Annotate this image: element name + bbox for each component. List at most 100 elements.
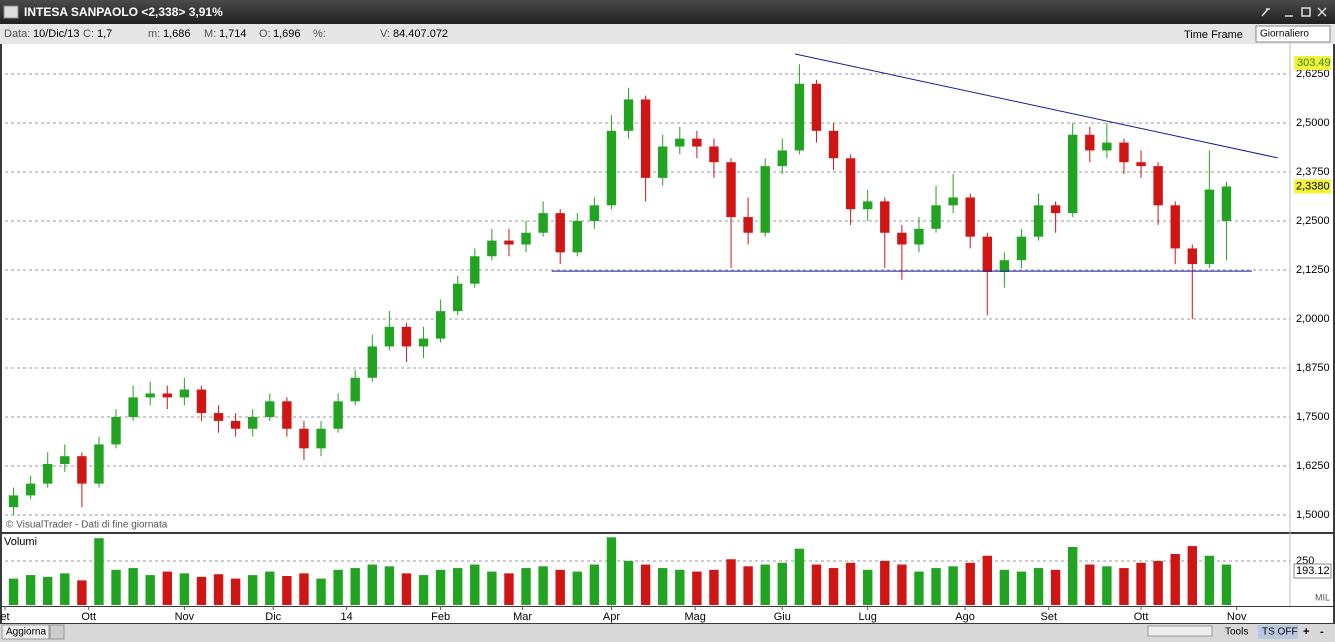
minus-button[interactable]: - <box>1320 626 1324 638</box>
volume-bar <box>521 568 531 605</box>
top-label: 303.49 <box>1297 57 1331 69</box>
y-tick-label: 2,1250 <box>1296 264 1330 276</box>
candle-body <box>897 232 907 245</box>
maximize-button[interactable] <box>1301 7 1311 17</box>
period-select[interactable] <box>1255 25 1331 43</box>
volume-bar <box>282 575 292 605</box>
info-label: C: <box>83 28 94 40</box>
candle-body <box>418 338 429 347</box>
info-label: %: <box>313 28 326 40</box>
x-tick-label: Ott <box>81 611 96 623</box>
volume-bar <box>931 568 941 605</box>
info-value: 1,686 <box>163 28 191 40</box>
tool-button[interactable] <box>1261 8 1270 17</box>
top-label-box <box>1294 56 1331 70</box>
volume-bar <box>8 578 19 605</box>
candle-body <box>333 401 343 429</box>
candle-body <box>1033 205 1044 237</box>
volume-bar <box>94 538 104 605</box>
window-title: INTESA SANPAOLO <2,338> 3,91% <box>24 5 223 19</box>
last-volume-label: 193.12 <box>1296 565 1330 577</box>
candle-body <box>504 240 514 245</box>
close-button[interactable] <box>1317 7 1327 17</box>
tools-label[interactable]: Tools <box>1225 627 1248 638</box>
volume-bar <box>760 564 770 605</box>
volume-bar <box>77 580 87 605</box>
volume-bar <box>230 578 241 605</box>
candle-body <box>470 256 480 284</box>
volume-bar <box>504 573 514 605</box>
candle-body <box>453 283 463 312</box>
candle-body <box>999 260 1010 272</box>
status-bar <box>0 624 1335 642</box>
volume-bar <box>316 578 326 605</box>
volume-bar <box>675 569 685 605</box>
x-tick-label: Dic <box>265 611 281 623</box>
candle-body <box>606 130 617 206</box>
refresh-label[interactable]: Aggiorna <box>6 627 46 638</box>
volume-bar <box>777 562 787 605</box>
period-value[interactable]: Giornaliero <box>1260 29 1309 40</box>
ts-button[interactable] <box>1258 625 1298 639</box>
candle-body <box>299 428 309 449</box>
candle-body <box>1102 142 1112 151</box>
x-axis-panel <box>2 607 1333 623</box>
candle-body <box>1221 186 1232 221</box>
candle-body <box>658 146 668 178</box>
candle-body <box>538 213 548 233</box>
volume-bar <box>1085 564 1095 605</box>
volume-bar <box>196 576 207 605</box>
volume-bar <box>213 574 224 605</box>
candle-body <box>1153 166 1163 206</box>
candle-body <box>60 456 70 465</box>
volume-bar <box>162 571 172 605</box>
info: Data: 10/Dic/13 C: 1,7 m: 1,686 M: 1,714… <box>4 25 1331 43</box>
plus-button[interactable]: + <box>1303 626 1309 638</box>
info-label: Data: <box>4 28 30 40</box>
volume-bar <box>145 575 155 605</box>
candle-body <box>760 166 770 233</box>
refresh-button[interactable] <box>1 624 50 640</box>
info-label: M: <box>204 28 216 40</box>
y-tick-label: 2,3750 <box>1296 166 1330 178</box>
candle-body <box>1136 162 1146 167</box>
candle-body <box>77 456 87 484</box>
x-tick-label: Giu <box>774 611 791 623</box>
volume-bar <box>1170 553 1180 605</box>
info-value: 1,714 <box>219 28 247 40</box>
annotation: © VisualTrader - Dati di fine giornata <box>6 520 168 531</box>
window-buttons[interactable] <box>1261 7 1327 17</box>
volume-bar <box>572 571 582 605</box>
volume-bar <box>25 575 36 605</box>
ts-label[interactable]: TS OFF <box>1262 627 1298 638</box>
last-volume-box <box>1293 563 1332 579</box>
candle-body <box>623 99 634 131</box>
volume-bar <box>692 571 702 605</box>
candle-body <box>828 130 839 159</box>
volume-bar <box>606 537 617 605</box>
volume-bar <box>1119 568 1129 605</box>
candle-body <box>316 428 326 449</box>
y-tick-label: 1,6250 <box>1296 460 1330 472</box>
candle-body <box>589 205 600 221</box>
price-panel <box>2 44 1333 532</box>
scroll-thumb[interactable] <box>1147 625 1213 637</box>
info-value: 84.407.072 <box>393 28 448 40</box>
x-tick-label: Nov <box>1227 611 1247 623</box>
volume-bar <box>948 566 958 605</box>
volume-bar <box>333 569 343 605</box>
volume-bar <box>880 561 890 605</box>
volume-bar <box>401 573 412 605</box>
info-label: O: <box>259 28 271 40</box>
last-price-label: 2,3380 <box>1296 180 1330 192</box>
y-tick-label: 2,0000 <box>1296 313 1330 325</box>
candle-body <box>640 99 651 178</box>
volume-bar <box>470 564 480 605</box>
scroll-left[interactable] <box>49 624 65 640</box>
volume-bar <box>709 569 719 605</box>
candle-body <box>521 232 531 245</box>
candle-body <box>965 197 975 237</box>
candle-body <box>1068 134 1078 214</box>
volume-bar <box>128 568 138 605</box>
x-tick-label: Ago <box>955 611 975 623</box>
